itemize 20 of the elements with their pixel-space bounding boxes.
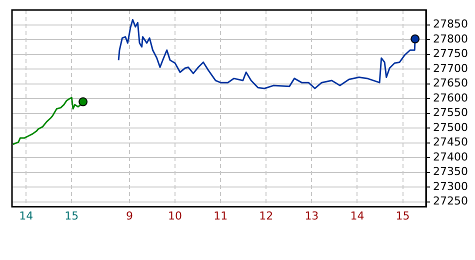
- x-tick-label: 12: [259, 209, 274, 222]
- y-tick-label: 27350: [433, 165, 468, 178]
- y-tick-label: 27550: [433, 106, 468, 120]
- y-tick-label: 27450: [433, 136, 468, 149]
- x-tick-label: 13: [304, 209, 319, 222]
- x-tick-label: 14: [350, 209, 364, 222]
- y-tick-label: 27300: [433, 180, 468, 193]
- y-tick-label: 27600: [433, 91, 468, 104]
- y-tick-label: 27750: [433, 47, 468, 60]
- y-tick-label: 27650: [433, 76, 468, 90]
- x-tick-label: 10: [168, 209, 182, 222]
- y-tick-label: 27500: [433, 120, 468, 134]
- y-tick-label: 27250: [433, 194, 468, 208]
- y-tick-label: 27700: [433, 62, 468, 75]
- y-tick-label: 27850: [433, 18, 468, 31]
- y-tick-label: 27800: [433, 32, 468, 46]
- x-tick-label: 9: [126, 209, 134, 222]
- x-tick-label: 15: [396, 209, 410, 222]
- y-tick-label: 27400: [433, 150, 468, 164]
- x-tick-label: 11: [214, 209, 228, 222]
